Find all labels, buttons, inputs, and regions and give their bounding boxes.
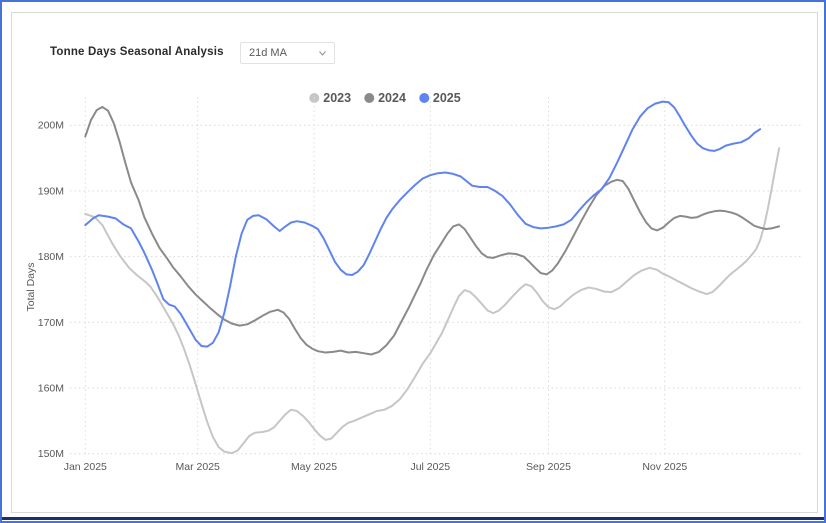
- x-tick-label: Jul 2025: [410, 461, 450, 473]
- series-line-2024: [84, 105, 781, 356]
- chart-title: Tonne Days Seasonal Analysis: [50, 46, 224, 58]
- legend-item-2024[interactable]: 2024: [364, 91, 406, 105]
- y-tick-label: 170M: [38, 317, 64, 329]
- legend-label: 2023: [323, 91, 351, 105]
- y-tick-label: 160M: [38, 383, 64, 395]
- y-tick-label: 200M: [38, 120, 64, 132]
- legend-label: 2025: [433, 91, 461, 105]
- legend-dot-icon: [364, 93, 375, 103]
- chart-card: Tonne Days Seasonal Analysis 21d MA 2023…: [11, 12, 818, 513]
- y-tick-label: 150M: [38, 448, 64, 460]
- legend-label: 2024: [378, 91, 406, 105]
- chevron-down-icon: [319, 50, 326, 56]
- x-tick-label: Nov 2025: [642, 461, 687, 473]
- x-tick-label: May 2025: [291, 461, 337, 473]
- legend-dot-icon: [418, 93, 429, 103]
- series-line-2023: [84, 147, 781, 455]
- x-tick-label: Sep 2025: [526, 461, 571, 473]
- x-tick-label: Mar 2025: [176, 461, 221, 473]
- plot-area[interactable]: [70, 97, 802, 457]
- ma-window-value: 21d MA: [249, 47, 287, 59]
- legend-item-2025[interactable]: 2025: [418, 91, 461, 105]
- x-tick-label: Jan 2025: [64, 461, 107, 473]
- bottom-window-bar: [2, 517, 824, 520]
- series-line-2025: [84, 100, 762, 348]
- y-tick-label: 180M: [38, 251, 64, 263]
- y-tick-label: 190M: [38, 185, 64, 197]
- ma-window-dropdown[interactable]: 21d MA: [240, 42, 335, 64]
